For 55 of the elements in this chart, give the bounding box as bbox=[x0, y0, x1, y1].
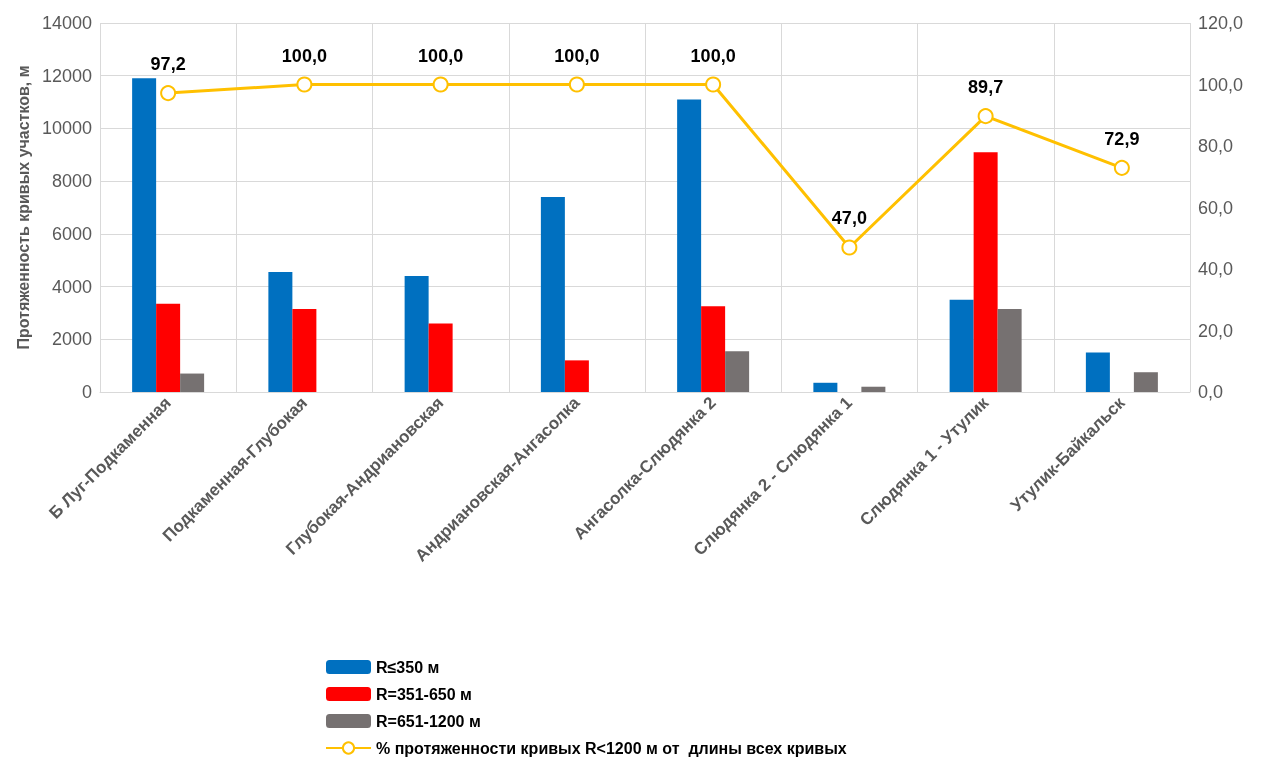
bar bbox=[973, 152, 998, 392]
bar bbox=[564, 360, 589, 392]
bar bbox=[861, 386, 886, 392]
y2-tick-label: 20,0 bbox=[1198, 320, 1234, 341]
data-label: 97,2 bbox=[150, 54, 186, 75]
bar bbox=[156, 303, 181, 392]
point bbox=[977, 108, 994, 125]
point bbox=[1113, 159, 1130, 176]
data-label: 100,0 bbox=[418, 45, 464, 66]
data-label: 100,0 bbox=[690, 45, 736, 66]
bar bbox=[1133, 372, 1158, 392]
y-tick-label: 8000 bbox=[51, 171, 92, 192]
bar bbox=[701, 306, 726, 392]
legend-label: % протяженности кривых R<1200 м от длины всех кривых bbox=[376, 739, 847, 757]
y2-tick-label: 80,0 bbox=[1198, 136, 1234, 156]
bar bbox=[1085, 352, 1110, 392]
point bbox=[160, 85, 177, 102]
y2-tick-label: 0,0 bbox=[1198, 382, 1224, 402]
data-label: 72,9 bbox=[1104, 128, 1140, 149]
bar bbox=[180, 373, 205, 392]
bar bbox=[292, 308, 317, 392]
bar bbox=[404, 276, 429, 392]
data-label: 89,7 bbox=[968, 77, 1004, 98]
y-tick-label: 12000 bbox=[41, 65, 92, 86]
legend-label: R≤350 м bbox=[376, 658, 440, 676]
bar bbox=[725, 351, 750, 392]
point bbox=[568, 76, 585, 93]
point bbox=[432, 76, 449, 93]
y2-tick-label: 120,0 bbox=[1198, 13, 1244, 33]
bar bbox=[428, 323, 453, 392]
y-tick-label: 6000 bbox=[51, 223, 92, 244]
y2-tick-label: 40,0 bbox=[1198, 259, 1234, 279]
bar bbox=[132, 78, 157, 392]
bar bbox=[997, 308, 1022, 392]
bar bbox=[677, 99, 702, 392]
legend-label: R=651-1200 м bbox=[376, 712, 481, 730]
y-tick-label: 4000 bbox=[51, 276, 92, 297]
data-label: 100,0 bbox=[281, 45, 327, 66]
bar bbox=[813, 382, 838, 392]
y2-tick-label: 100,0 bbox=[1198, 74, 1244, 95]
data-label: 47,0 bbox=[831, 208, 867, 229]
point bbox=[705, 76, 722, 93]
y2-tick-label: 60,0 bbox=[1198, 197, 1234, 218]
point bbox=[296, 76, 313, 93]
data-label: 100,0 bbox=[554, 45, 600, 66]
bar bbox=[268, 272, 293, 392]
bar bbox=[949, 299, 974, 392]
y-tick-label: 10000 bbox=[41, 118, 92, 139]
legend-label: R=351-650 м bbox=[376, 685, 472, 703]
y-tick-label: 2000 bbox=[51, 329, 92, 350]
y-axis-title: Протяженность кривых участков, м bbox=[14, 65, 32, 350]
y-tick-label: 0 bbox=[81, 382, 92, 402]
bar bbox=[540, 196, 565, 392]
y-tick-label: 14000 bbox=[41, 13, 92, 33]
point bbox=[841, 239, 858, 256]
